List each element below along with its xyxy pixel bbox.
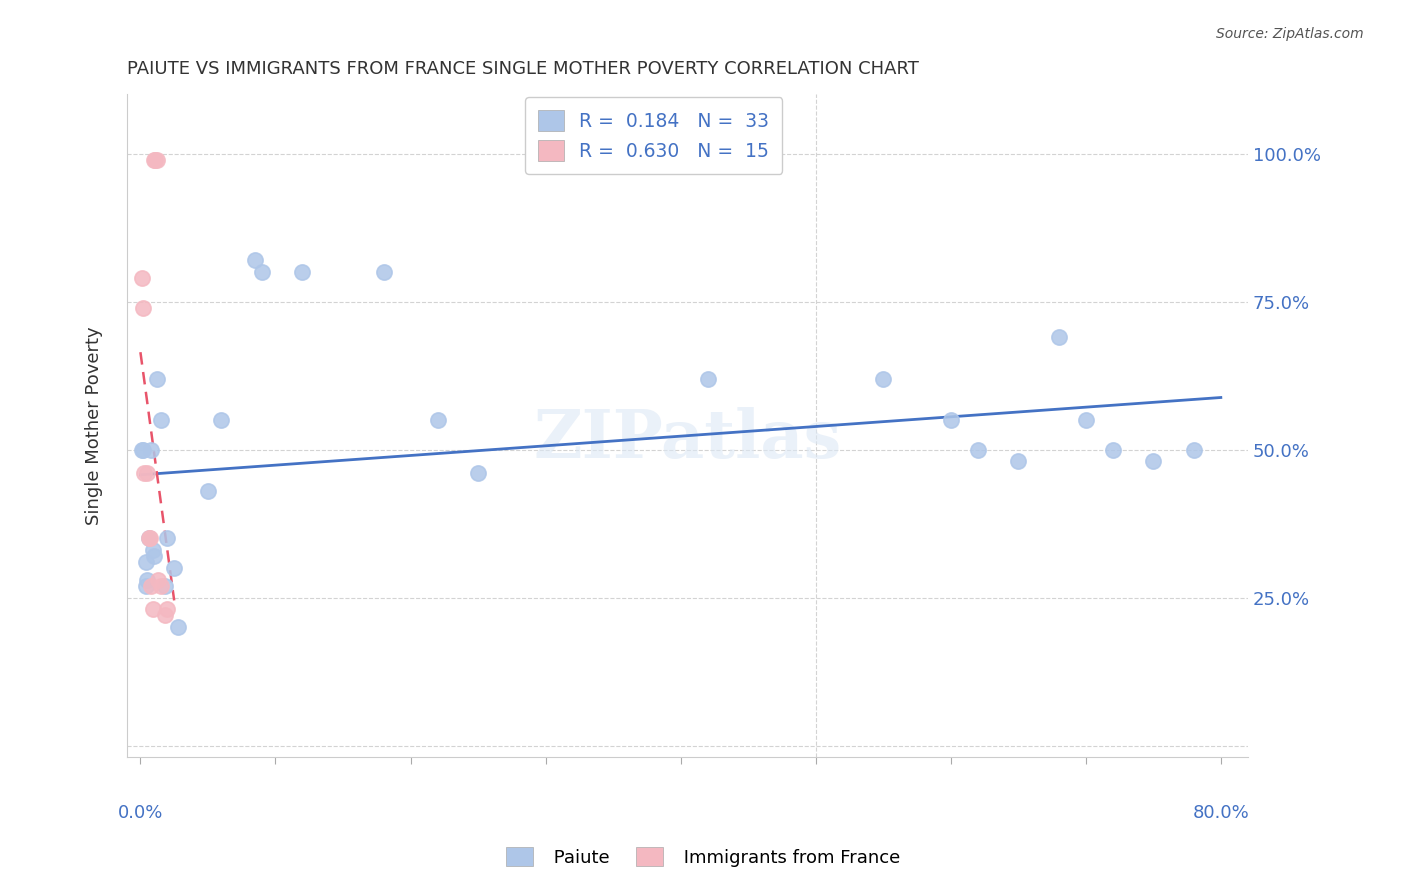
Point: [291, 265, 314, 279]
Point: [146, 573, 169, 587]
Point: [153, 579, 176, 593]
Text: 0.0%: 0.0%: [118, 804, 163, 822]
Point: [467, 467, 489, 481]
Point: [163, 561, 186, 575]
Point: [1182, 442, 1205, 457]
Point: [131, 271, 153, 285]
Point: [373, 265, 395, 279]
Point: [136, 467, 159, 481]
Point: [145, 153, 167, 167]
Point: [426, 413, 449, 427]
Point: [149, 579, 172, 593]
Point: [142, 602, 165, 616]
Point: [131, 442, 153, 457]
Point: [135, 579, 157, 593]
Text: ZIPatlas: ZIPatlas: [533, 407, 842, 472]
Point: [138, 532, 160, 546]
Point: [696, 371, 718, 385]
Point: [145, 371, 167, 385]
Point: [939, 413, 962, 427]
Point: [132, 442, 155, 457]
Point: [1074, 413, 1097, 427]
Point: [966, 442, 988, 457]
Point: [167, 620, 190, 634]
Point: [1047, 330, 1070, 344]
Point: [250, 265, 273, 279]
Legend: R =  0.184   N =  33, R =  0.630   N =  15: R = 0.184 N = 33, R = 0.630 N = 15: [524, 97, 783, 174]
Point: [1142, 454, 1164, 468]
Point: [153, 608, 176, 623]
Point: [142, 549, 165, 563]
Point: [136, 573, 159, 587]
Text: PAIUTE VS IMMIGRANTS FROM FRANCE SINGLE MOTHER POVERTY CORRELATION CHART: PAIUTE VS IMMIGRANTS FROM FRANCE SINGLE …: [127, 60, 918, 78]
Point: [141, 579, 163, 593]
Point: [134, 467, 156, 481]
Point: [142, 543, 165, 558]
Point: [135, 555, 157, 569]
Point: [143, 153, 166, 167]
Point: [132, 301, 155, 315]
Point: [197, 483, 219, 498]
Point: [138, 532, 160, 546]
Point: [142, 153, 165, 167]
Point: [872, 371, 894, 385]
Point: [245, 253, 267, 268]
Text: 80.0%: 80.0%: [1192, 804, 1249, 822]
Point: [141, 442, 163, 457]
Y-axis label: Single Mother Poverty: Single Mother Poverty: [86, 326, 103, 525]
Point: [211, 413, 233, 427]
Point: [149, 413, 172, 427]
Text: Source: ZipAtlas.com: Source: ZipAtlas.com: [1216, 27, 1364, 41]
Point: [156, 532, 179, 546]
Point: [156, 602, 179, 616]
Point: [139, 532, 162, 546]
Point: [1007, 454, 1029, 468]
Legend:  Paiute,  Immigrants from France: Paiute, Immigrants from France: [499, 840, 907, 874]
Point: [1101, 442, 1123, 457]
